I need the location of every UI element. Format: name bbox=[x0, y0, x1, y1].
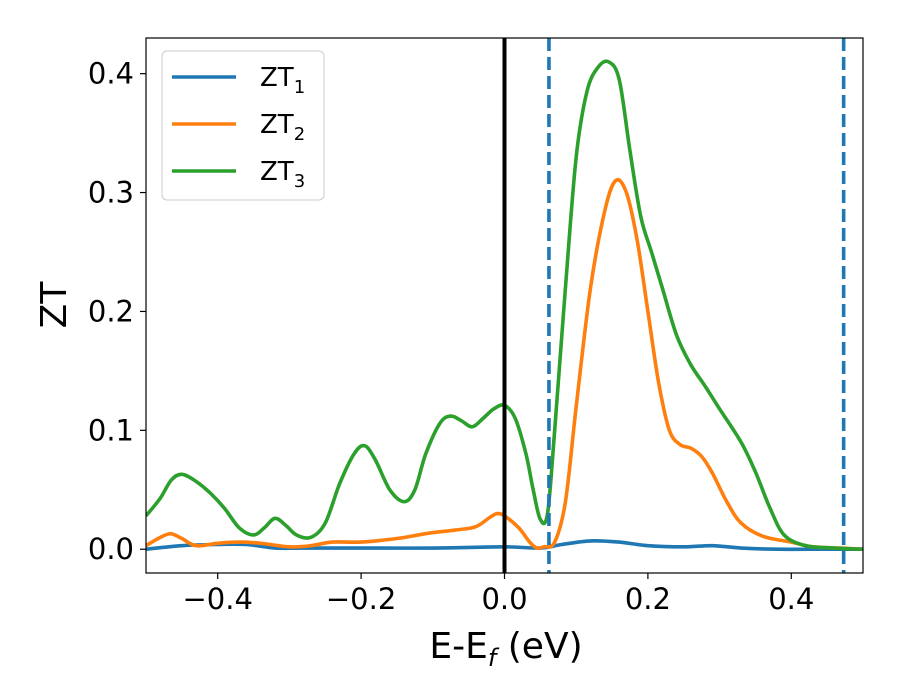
series-line-zt2 bbox=[146, 178, 863, 552]
x-axis-label: E-Ef (eV) bbox=[429, 626, 582, 672]
y-tick-label: 0.3 bbox=[88, 176, 134, 210]
legend-label-zt3: ZT3 bbox=[260, 157, 305, 192]
y-axis-label: ZT bbox=[34, 281, 75, 329]
y-tick-label: 0.1 bbox=[88, 413, 134, 447]
legend-box bbox=[161, 50, 325, 201]
x-axis-label-main: E-E bbox=[429, 626, 487, 667]
legend-label-zt1: ZT1 bbox=[260, 63, 305, 98]
y-tick-label: 0.2 bbox=[88, 294, 134, 328]
x-tick-label: −0.4 bbox=[182, 582, 252, 616]
y-tick-label: 0.0 bbox=[88, 532, 134, 566]
reference-lines bbox=[502, 38, 846, 573]
legend-items: ZT1 ZT2 ZT3 bbox=[172, 63, 305, 192]
legend-label-zt2: ZT2 bbox=[260, 110, 305, 145]
x-axis-label-suffix: (eV) bbox=[496, 626, 582, 667]
x-tick-label: 0.2 bbox=[625, 582, 671, 616]
x-tick-label: 0.0 bbox=[481, 582, 527, 616]
series-layer bbox=[146, 59, 863, 552]
series-line-zt3 bbox=[146, 59, 863, 552]
y-tick-label: 0.4 bbox=[88, 57, 134, 91]
y-axis-ticks: 0.0 0.1 0.2 0.3 0.4 bbox=[88, 57, 146, 566]
x-tick-label: 0.4 bbox=[768, 582, 814, 616]
x-axis-ticks: −0.4 −0.2 0.0 0.2 0.4 bbox=[182, 573, 814, 616]
legend: ZT1 ZT2 ZT3 bbox=[161, 50, 325, 201]
x-tick-label: −0.2 bbox=[326, 582, 396, 616]
